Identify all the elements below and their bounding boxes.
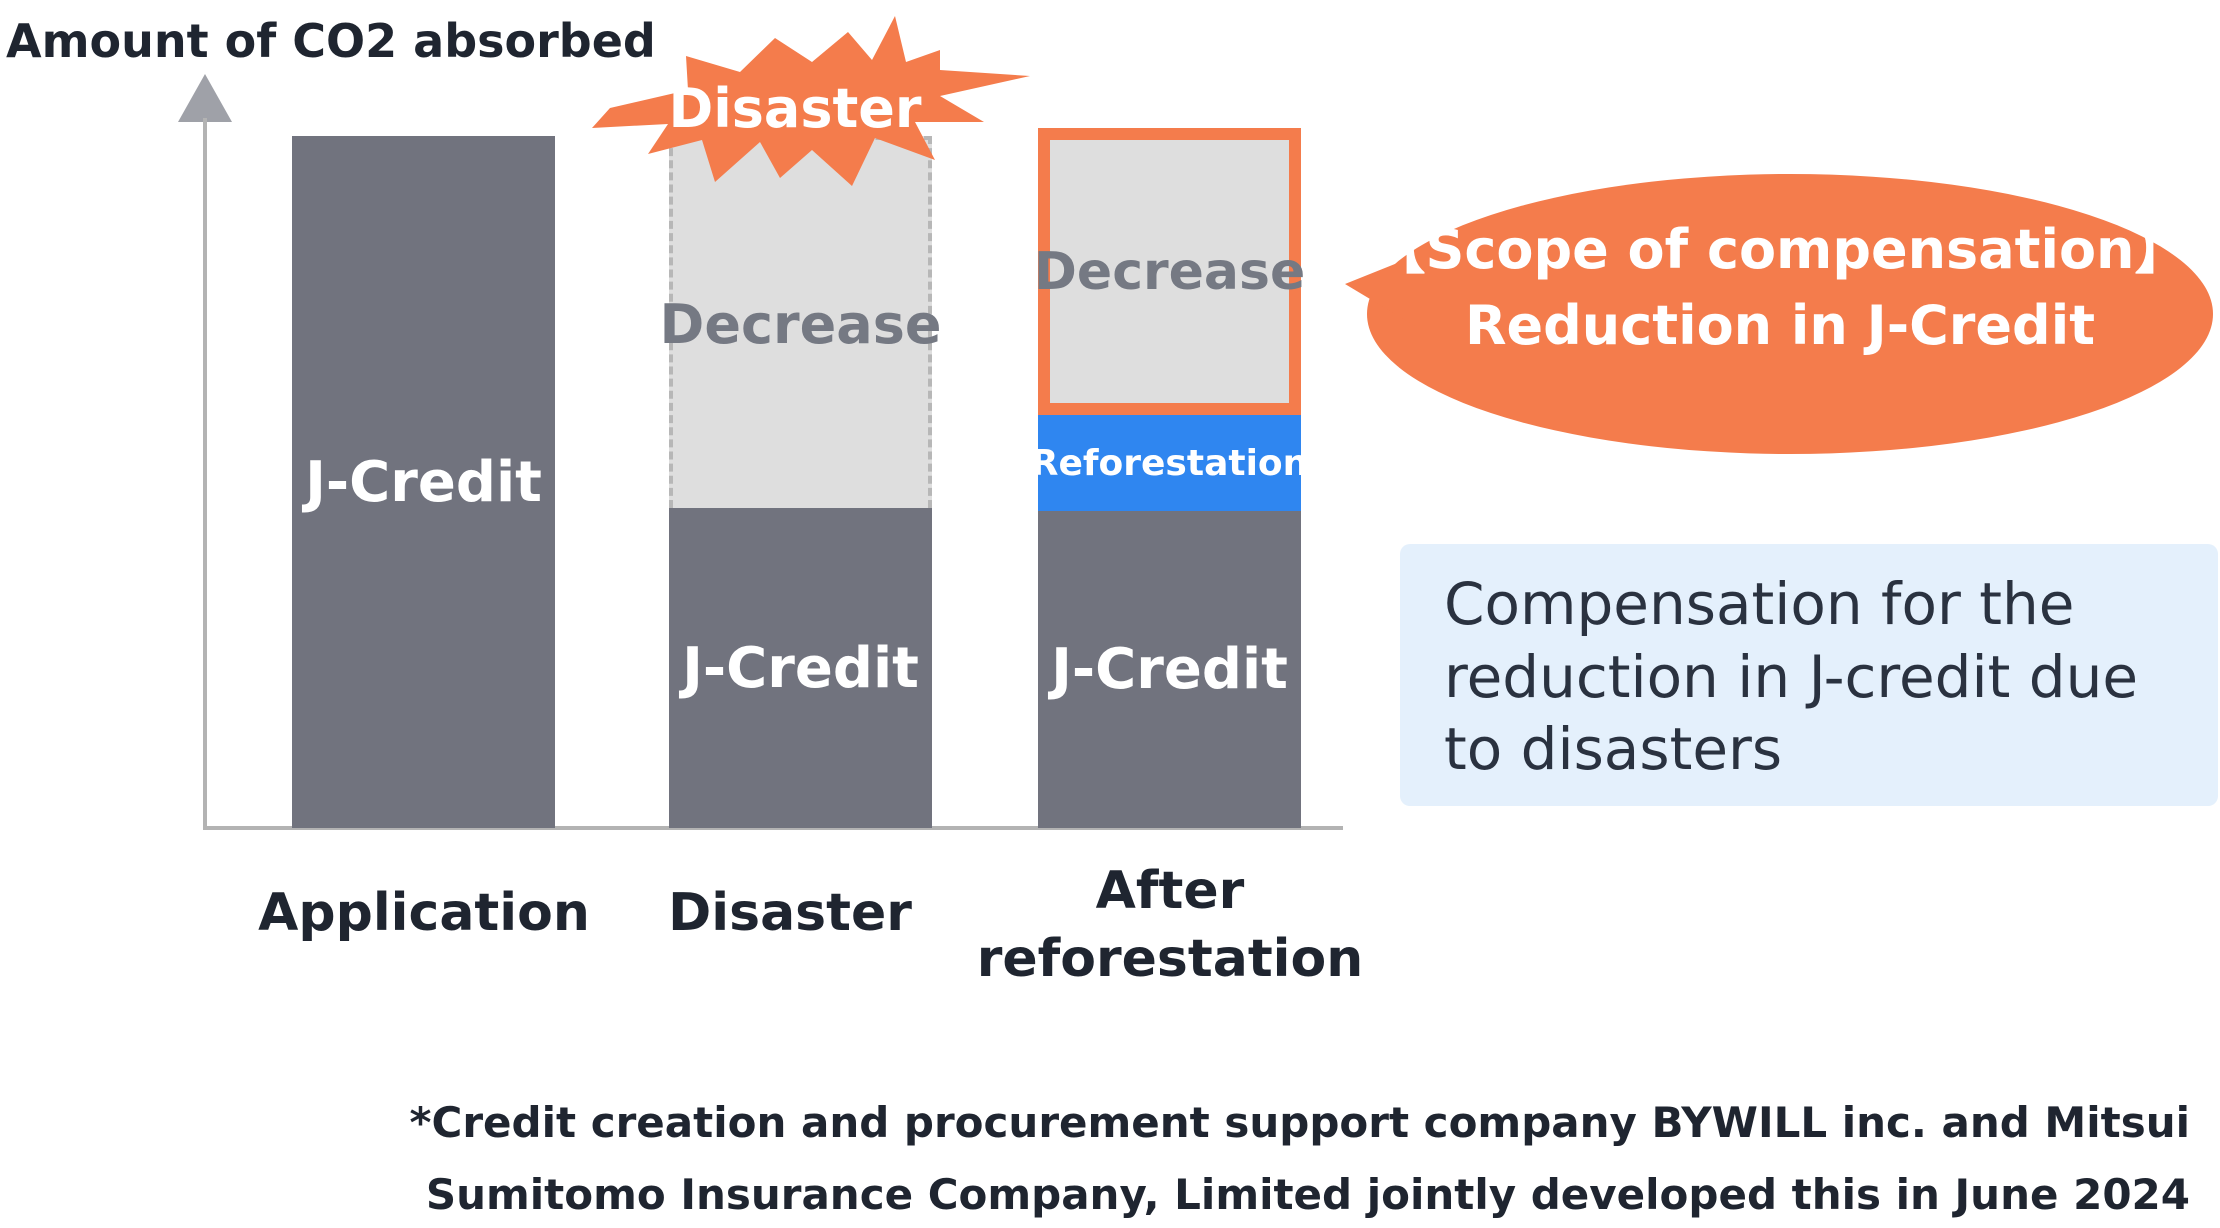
note-line: to disasters (1444, 715, 1783, 783)
footnote-line-2: Sumitomo Insurance Company, Limited join… (425, 1170, 2190, 1219)
after-reforestation-segment: Reforestation (1031, 415, 1308, 511)
bubble-line-scope: 【Scope of compensation】 (1371, 218, 2189, 282)
after-jcredit-bar: J-Credit (1038, 511, 1301, 828)
compensation-note-box: Compensation for the reduction in J-cred… (1400, 544, 2218, 806)
disaster-jcredit-bar: J-Credit (669, 508, 932, 828)
category-label-disaster: Disaster (600, 880, 980, 948)
y-axis-arrow (178, 74, 232, 122)
disaster-decrease-segment: Decrease (660, 136, 941, 508)
category-label-application: Application (224, 880, 624, 948)
after-decrease-segment: Decrease (1034, 128, 1305, 415)
application-jcredit-bar: J-Credit (292, 136, 555, 828)
note-line: reduction in J-credit due (1444, 642, 2139, 711)
y-axis-line (203, 118, 207, 830)
y-axis-title: Amount of CO2 absorbed (6, 14, 656, 68)
category-label-line: reforestation (976, 928, 1364, 989)
footnote-line-1: *Credit creation and procurement support… (409, 1098, 2190, 1147)
category-label-line: After (1095, 861, 1245, 921)
bubble-line-reduction: Reduction in J-Credit (1464, 294, 2096, 357)
compensation-speech-bubble (1345, 174, 2213, 454)
x-axis-line (203, 826, 1343, 830)
category-label-line: Application (258, 883, 590, 943)
bubble-text: 【Scope of compensation】 Reduction in J-C… (1360, 198, 2200, 378)
category-label-line: Disaster (668, 883, 912, 943)
disaster-burst-icon (592, 16, 1030, 186)
burst-label: Disaster (668, 76, 922, 140)
category-label-after-reforestation: After reforestation (960, 858, 1380, 993)
note-line: Compensation for the (1444, 570, 2075, 638)
